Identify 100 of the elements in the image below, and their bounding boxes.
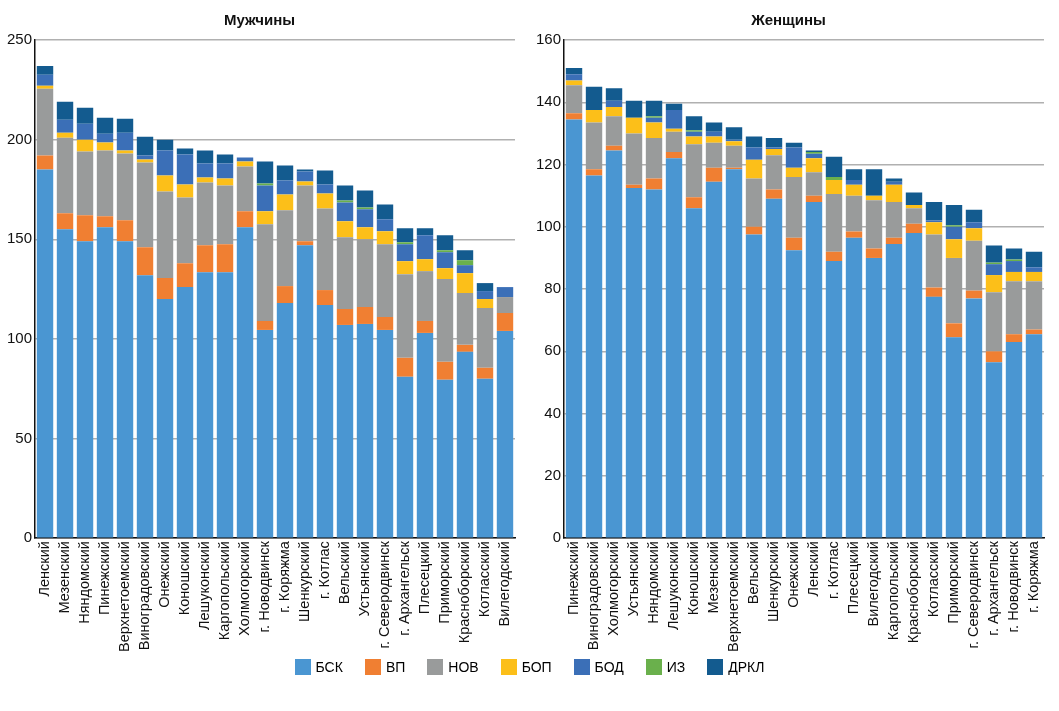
bar: [256, 161, 274, 184]
bar: [436, 379, 454, 538]
bar: [316, 184, 334, 194]
bar: [845, 237, 863, 538]
bar: [236, 166, 254, 212]
bar: [36, 169, 54, 538]
bar: [36, 65, 54, 75]
bar: [745, 178, 763, 227]
bar: [705, 167, 723, 182]
bar: [36, 85, 54, 89]
x-tick-label: Мезенский: [705, 541, 722, 614]
bar: [605, 145, 623, 151]
bar: [216, 244, 234, 273]
bar: [865, 200, 883, 249]
bar: [176, 154, 194, 185]
bar: [605, 88, 623, 101]
bar: [605, 116, 623, 146]
bar: [476, 283, 494, 292]
bar: [396, 357, 414, 377]
bar: [476, 291, 494, 300]
bar: [396, 261, 414, 275]
x-tick-label: Лешуконский: [196, 541, 213, 630]
x-tick-label: Ленский: [36, 541, 53, 597]
bar: [76, 151, 94, 216]
x-tick-label: Плесецкий: [416, 541, 433, 615]
bar: [216, 163, 234, 179]
bar: [276, 303, 294, 538]
bar: [216, 272, 234, 538]
bar: [136, 275, 154, 538]
bar: [805, 195, 823, 202]
bar: [665, 152, 683, 159]
bar: [825, 156, 843, 177]
bar: [156, 150, 174, 176]
x-tick-label: Коношский: [685, 541, 702, 616]
x-tick-label: Холмогорский: [605, 541, 622, 636]
bar: [685, 197, 703, 209]
bar: [96, 150, 114, 217]
y-tick-label: 120: [536, 154, 562, 172]
bar: [156, 139, 174, 151]
x-tick-label: Каргопольский: [885, 541, 902, 641]
bar: [925, 287, 943, 297]
bar: [296, 245, 314, 538]
bar: [865, 169, 883, 196]
bar: [705, 142, 723, 168]
bar: [476, 367, 494, 379]
bar: [985, 275, 1003, 293]
x-tick-label: Мезенский: [56, 541, 73, 614]
bar: [416, 332, 434, 538]
bar: [236, 211, 254, 228]
bar: [965, 228, 983, 241]
bar: [236, 227, 254, 538]
bar: [945, 239, 963, 258]
bar: [216, 178, 234, 186]
bar: [56, 119, 74, 133]
bar: [625, 184, 643, 188]
bar: [196, 177, 214, 183]
y-tick-label: 60: [544, 341, 562, 359]
bar: [416, 259, 434, 272]
bar: [605, 100, 623, 107]
bar: [276, 194, 294, 211]
legend-label: ИЗ: [666, 659, 686, 675]
bar: [705, 131, 723, 137]
bar: [256, 329, 274, 538]
bar: [685, 116, 703, 131]
x-tick-label: г. Коряжма: [1025, 540, 1041, 613]
bar: [665, 131, 683, 153]
bar: [96, 216, 114, 228]
bar: [256, 224, 274, 321]
bar: [56, 229, 74, 538]
x-tick-label: Шенкурский: [296, 541, 313, 622]
x-tick-label: Красноборский: [456, 541, 472, 644]
bar: [256, 185, 274, 212]
bar: [825, 261, 843, 538]
bar: [196, 245, 214, 273]
bar: [925, 234, 943, 288]
bar: [396, 228, 414, 243]
bar: [845, 195, 863, 232]
bar: [176, 263, 194, 288]
x-tick-label: Шенкурский: [765, 541, 782, 622]
x-tick-label: г. Новодвинск: [256, 540, 273, 633]
bar: [825, 251, 843, 262]
bar: [376, 204, 394, 220]
bar: [376, 316, 394, 330]
bar: [296, 241, 314, 246]
bar: [396, 274, 414, 358]
x-tick-label: Пинежский: [565, 541, 582, 616]
x-tick-label: Пинежский: [96, 541, 113, 616]
bar: [356, 227, 374, 240]
bar: [316, 193, 334, 209]
bar: [765, 138, 783, 148]
bar: [905, 192, 923, 206]
x-tick-label: г. Коряжма: [276, 540, 293, 613]
x-tick-label: Вилегодский: [865, 541, 882, 627]
x-tick-label: г. Новодвинск: [1005, 540, 1021, 633]
bar: [905, 205, 923, 209]
legend-label: ДРКЛ: [728, 659, 765, 675]
x-tick-label: Приморский: [436, 541, 452, 624]
bar: [1025, 267, 1043, 272]
bar: [56, 137, 74, 214]
x-tick-label: Вельский: [745, 541, 762, 605]
